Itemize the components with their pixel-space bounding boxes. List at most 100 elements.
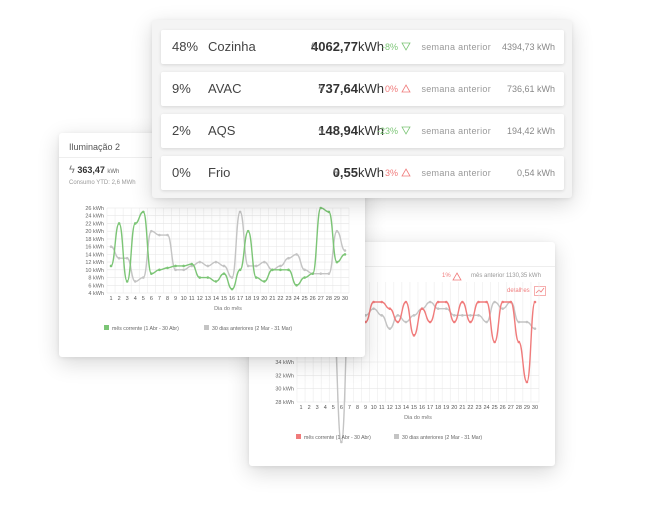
summary-row-aqs[interactable]: 2% AQS ϟ 148,94 kWh -23% semana anterior 194,… xyxy=(161,114,564,148)
legend-swatch xyxy=(204,325,209,330)
data-point xyxy=(372,300,375,304)
data-point xyxy=(246,264,250,268)
data-point xyxy=(485,300,488,304)
x-tick-label: 26 xyxy=(500,405,506,411)
x-tick-label: 1 xyxy=(300,405,303,411)
x-tick-label: 21 xyxy=(459,405,465,411)
summary-row-frio[interactable]: 0% Frio ϟ 0,55 kWh 3% semana anterior 0,54 kW… xyxy=(161,156,564,190)
data-point xyxy=(206,264,210,268)
x-tick-label: 4 xyxy=(324,405,327,411)
data-point xyxy=(198,260,202,264)
row-percent: 2% xyxy=(172,123,191,138)
y-tick-label: 8 kWh xyxy=(88,276,104,282)
data-point xyxy=(109,245,113,248)
data-point xyxy=(254,264,258,268)
data-point xyxy=(222,264,226,268)
data-point xyxy=(477,314,480,317)
data-point xyxy=(295,283,298,287)
row-change: 0% xyxy=(384,84,398,94)
lightning-icon: ϟ xyxy=(318,125,325,137)
triangle-up-icon xyxy=(401,84,411,93)
lightning-icon: ϟ xyxy=(318,83,325,95)
lightning-icon: ϟ xyxy=(311,41,317,53)
data-point xyxy=(343,253,347,256)
data-point xyxy=(461,314,464,317)
data-point xyxy=(303,276,306,279)
row-name: AVAC xyxy=(208,81,242,96)
data-point xyxy=(327,272,331,275)
x-tick-label: 29 xyxy=(334,296,340,302)
data-point xyxy=(469,320,472,324)
row-percent: 0% xyxy=(172,165,191,180)
chart-trend-icon[interactable] xyxy=(534,286,546,296)
legend-swatch xyxy=(104,325,109,330)
x-tick-label: 15 xyxy=(221,296,227,302)
x-tick-label: 8 xyxy=(166,296,169,302)
y-tick-label: 26 kWh xyxy=(85,206,104,212)
data-point xyxy=(444,300,448,304)
row-change: -23% xyxy=(376,126,398,136)
data-point xyxy=(158,268,161,272)
data-point xyxy=(436,307,440,310)
data-point xyxy=(246,229,250,233)
x-tick-label: 11 xyxy=(379,405,385,411)
legend-swatch xyxy=(296,434,301,439)
row-compare-label: semana anterior xyxy=(421,84,491,94)
row-compare-label: semana anterior xyxy=(421,42,491,52)
x-tick-label: 3 xyxy=(126,296,129,302)
x-tick-label: 14 xyxy=(403,405,409,411)
data-point xyxy=(436,300,440,304)
y-tick-label: 28 kWh xyxy=(275,400,294,406)
data-point xyxy=(335,229,339,233)
x-tick-label: 7 xyxy=(158,296,161,302)
x-tick-label: 30 xyxy=(342,296,348,302)
data-point xyxy=(238,268,242,272)
legend-swatch xyxy=(394,434,399,439)
x-tick-label: 13 xyxy=(205,296,211,302)
x-tick-label: 12 xyxy=(387,405,393,411)
data-point xyxy=(125,256,129,260)
details-link[interactable]: detalhes xyxy=(507,288,530,294)
data-point xyxy=(380,314,383,317)
y-tick-label: 12 kWh xyxy=(85,260,104,266)
row-percent: 9% xyxy=(172,81,191,96)
data-point xyxy=(343,249,347,252)
x-tick-label: 22 xyxy=(277,296,283,302)
x-tick-label: 5 xyxy=(332,405,335,411)
card-value: ϟ 363,47 kWh xyxy=(69,164,120,176)
x-axis-label: Dia do mês xyxy=(404,415,432,421)
data-point xyxy=(380,300,383,304)
x-tick-label: 5 xyxy=(142,296,145,302)
ytd-consumption: Consumo YTD: 2,6 MWh xyxy=(69,180,136,186)
data-point xyxy=(150,272,153,275)
row-compare-label: semana anterior xyxy=(421,168,491,178)
x-tick-label: 18 xyxy=(435,405,441,411)
row-change: -8% xyxy=(381,42,398,52)
x-tick-label: 25 xyxy=(492,405,498,411)
data-point xyxy=(158,233,161,237)
x-tick-label: 25 xyxy=(302,296,308,302)
data-point xyxy=(254,276,258,279)
legend-label: 30 dias anteriores (2 Mar - 31 Mar) xyxy=(402,435,482,441)
row-percent: 48% xyxy=(172,39,199,54)
x-tick-label: 10 xyxy=(181,296,187,302)
x-tick-label: 2 xyxy=(308,405,311,411)
summary-row-cozinha[interactable]: 48% Cozinha ϟ 4062,77 kWh -8% semana anterio… xyxy=(161,30,564,64)
row-value: ϟ 148,94 kWh xyxy=(318,114,384,148)
data-point xyxy=(453,314,456,317)
data-point xyxy=(133,222,137,225)
card-divider xyxy=(249,266,555,267)
data-point xyxy=(230,276,234,279)
data-point xyxy=(230,287,234,291)
y-tick-label: 34 kWh xyxy=(275,360,294,366)
data-point xyxy=(319,206,323,210)
data-point xyxy=(190,262,193,266)
data-point xyxy=(327,210,331,214)
x-tick-label: 3 xyxy=(316,405,319,411)
x-axis-label: Dia do mês xyxy=(214,306,242,312)
data-point xyxy=(319,272,323,275)
y-tick-label: 14 kWh xyxy=(85,252,104,258)
summary-row-avac[interactable]: 9% AVAC ϟ 737,64 kWh 0% semana anterior 736,6… xyxy=(161,72,564,106)
data-point xyxy=(238,210,242,214)
x-tick-label: 12 xyxy=(197,296,203,302)
